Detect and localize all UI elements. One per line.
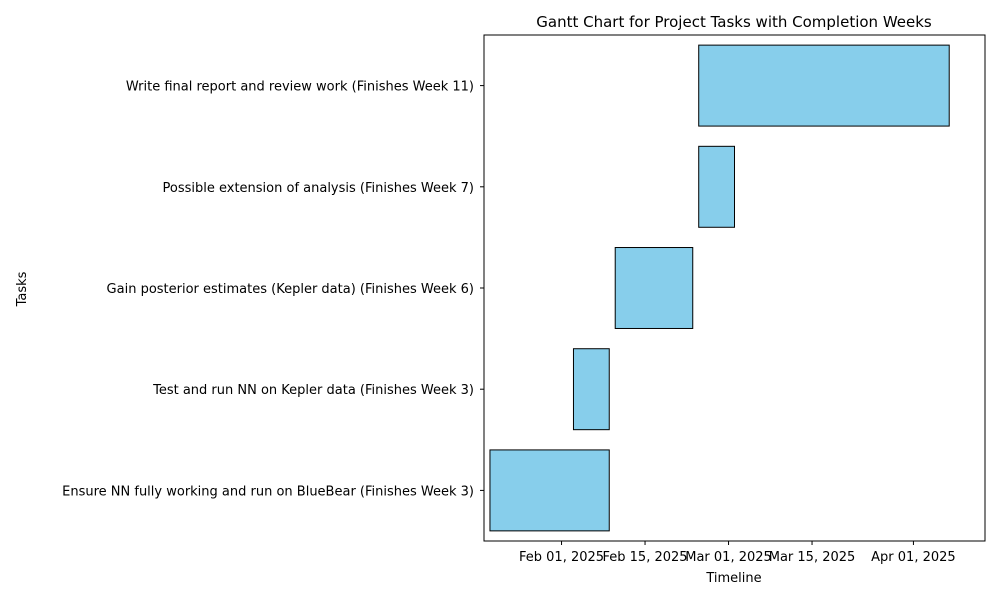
- x-tick-label: Mar 15, 2025: [769, 550, 856, 565]
- task-label: Write final report and review work (Fini…: [126, 80, 474, 95]
- y-axis-label: Tasks: [15, 271, 30, 307]
- task-bar: [614, 247, 694, 329]
- x-tick-label: Feb 15, 2025: [603, 550, 688, 565]
- task-label: Ensure NN fully working and run on BlueB…: [62, 484, 474, 499]
- task-bar: [698, 145, 736, 228]
- task-label: Gain posterior estimates (Kepler data) (…: [107, 282, 474, 297]
- x-tick-label: Mar 01, 2025: [685, 550, 772, 565]
- task-label: Test and run NN on Kepler data (Finishes…: [152, 383, 474, 398]
- x-tick-label: Apr 01, 2025: [871, 550, 956, 565]
- task-label: Possible extension of analysis (Finishes…: [163, 181, 475, 196]
- task-bar: [489, 449, 610, 532]
- x-axis-label: Timeline: [705, 571, 761, 586]
- task-bar: [698, 44, 950, 127]
- bars-layer: [489, 44, 950, 532]
- chart-title: Gantt Chart for Project Tasks with Compl…: [536, 13, 932, 31]
- task-bar: [572, 348, 610, 431]
- y-axis-ticks: Ensure NN fully working and run on BlueB…: [62, 80, 484, 499]
- x-tick-label: Feb 01, 2025: [519, 550, 604, 565]
